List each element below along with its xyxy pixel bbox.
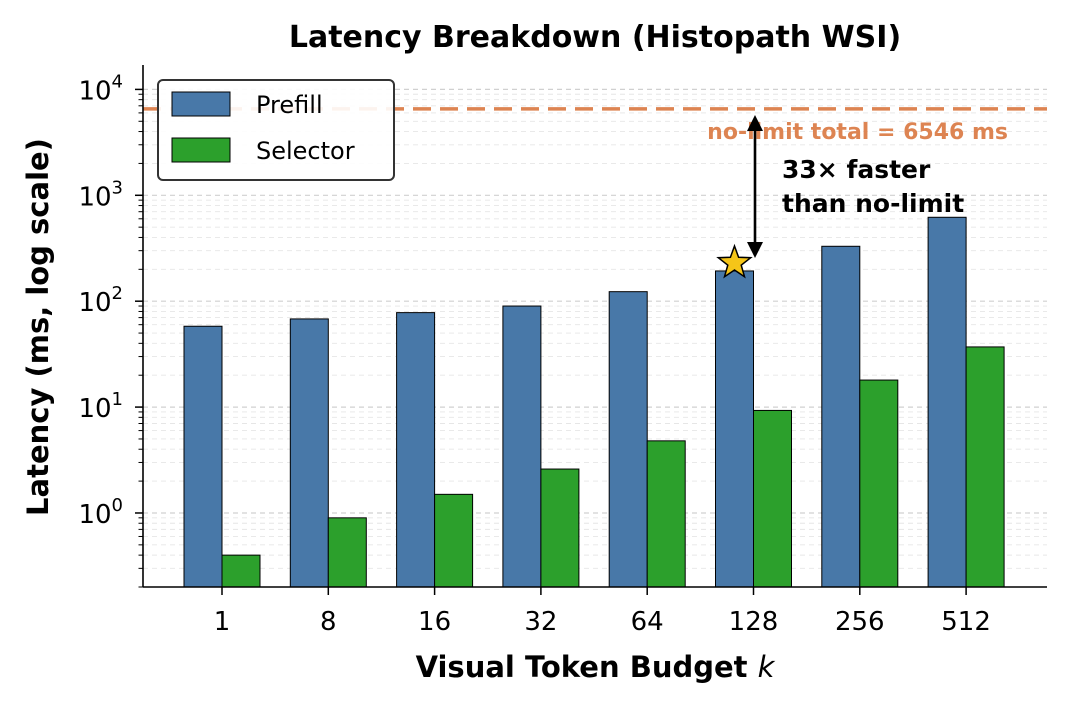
bar-selector-256 [859,379,899,588]
y-tick-label: 102 [78,283,123,318]
bar-prefill-64 [608,291,648,588]
y-axis-label: Latency (ms, log scale) [21,138,55,516]
legend-label-selector: Selector [256,137,355,165]
bar-prefill-128 [715,270,754,588]
legend-swatch-prefill [171,91,231,117]
x-tick-label-1: 1 [214,607,231,637]
bar-prefill-16 [396,312,436,588]
x-tick-label-256: 256 [835,607,885,637]
x-tick-label-128: 128 [729,607,779,637]
grid [143,88,1047,588]
x-axis-label: Visual Token Budget k [416,650,776,684]
bar-selector-8 [327,517,367,588]
bar-selector-512 [965,346,1005,588]
x-tick-label-512: 512 [941,607,991,637]
legend-swatch-selector [171,137,231,163]
bar-selector-32 [540,468,580,588]
bar-prefill-32 [502,305,542,588]
y-tick-label: 103 [78,177,123,212]
x-tick-label-32: 32 [524,607,557,637]
bars [183,216,1005,588]
speedup-annotation-line2: than no-limit [782,189,964,218]
bar-prefill-8 [289,318,329,588]
speedup-arrow [747,115,763,258]
bar-selector-16 [434,493,474,588]
y-tick-label: 100 [78,495,123,530]
bar-prefill-1 [183,325,223,588]
x-axis-label-variable: k [758,650,776,684]
axis-ticks: 1 8 16 32 64 128 256 512 100 101 102 103 104 [78,71,990,637]
bar-selector-128 [753,409,792,588]
speedup-annotation-line1: 33× faster [782,155,931,184]
x-tick-label-16: 16 [418,607,451,637]
x-tick-label-8: 8 [320,607,337,637]
star-marker [716,243,753,279]
bar-selector-1 [221,554,261,588]
bar-selector-64 [646,440,686,588]
x-tick-label-64: 64 [631,607,664,637]
y-tick-label: 101 [78,389,123,424]
x-axis-label-main: Visual Token Budget [416,650,758,684]
highlight-star-marker [716,243,753,279]
legend-label-prefill: Prefill [256,91,323,119]
y-tick-label: 104 [78,71,123,106]
chart-title: Latency Breakdown (Histopath WSI) [289,20,901,55]
bar-prefill-256 [821,245,861,588]
legend: Prefill Selector [157,79,395,181]
bar-prefill-512 [927,216,967,588]
